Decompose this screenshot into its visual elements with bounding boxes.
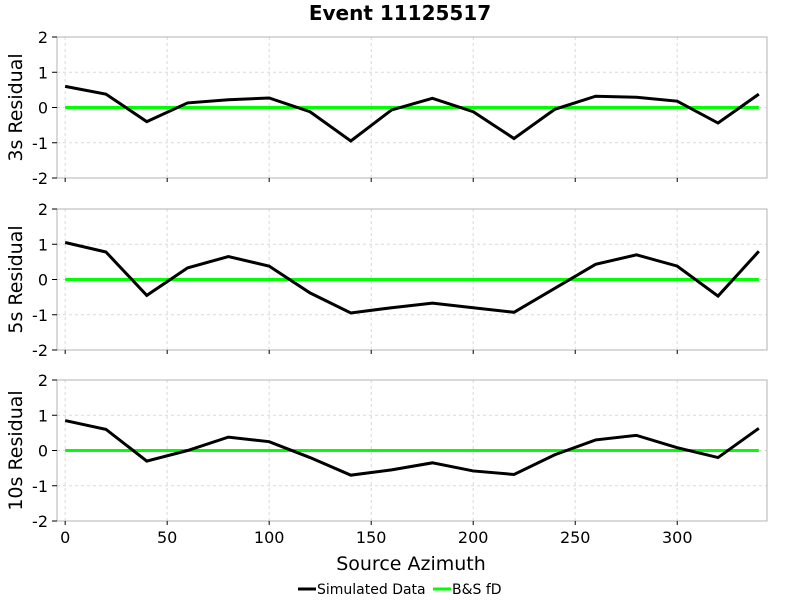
y-tick-label: -1 <box>32 134 48 153</box>
x-tick-label: 250 <box>560 528 591 547</box>
y-tick-label: 0 <box>38 99 48 118</box>
panel-2: -2 -1 0 1 2 5s Residual <box>5 200 768 360</box>
y-tick-label: 0 <box>38 271 48 290</box>
y-tick-label: -1 <box>32 306 48 325</box>
y-tick-label: 2 <box>38 28 48 47</box>
series-simulated-data <box>64 241 760 315</box>
series-simulated-data <box>64 419 760 477</box>
legend-label-simulated: Simulated Data <box>317 582 426 598</box>
y-tick-label: -2 <box>32 341 48 360</box>
y-axis-label: 3s Residual <box>5 53 27 161</box>
y-tick-label: -2 <box>32 169 48 188</box>
legend-label-model: B&S fD <box>452 582 502 598</box>
panel-1: -2 -1 0 1 2 3s Residual <box>5 28 768 188</box>
y-tick-label: 1 <box>38 235 48 254</box>
y-axis-label: 5s Residual <box>5 225 27 333</box>
x-axis-label: Source Azimuth <box>336 553 486 575</box>
y-tick-label: 2 <box>38 200 48 219</box>
legend: Simulated Data B&S fD <box>298 582 502 598</box>
y-axis-label: 10s Residual <box>5 390 27 510</box>
x-tick-label: 150 <box>356 528 387 547</box>
x-tick-label: 0 <box>60 528 70 547</box>
chart-title: Event 11125517 <box>309 1 491 25</box>
y-tick-label: 1 <box>38 63 48 82</box>
y-tick-label: 1 <box>38 406 48 425</box>
x-tick-label: 50 <box>157 528 177 547</box>
x-tick-label: 100 <box>254 528 285 547</box>
y-tick-label: 2 <box>38 371 48 390</box>
x-tick-label: 300 <box>662 528 693 547</box>
y-tick-label: -1 <box>32 477 48 496</box>
panel-3: -2 -1 0 1 2 10s Residual 0 50 100 150 200 250 300 <box>5 371 768 547</box>
y-tick-label: 0 <box>38 442 48 461</box>
y-tick-label: -2 <box>32 512 48 531</box>
series-simulated-data <box>64 84 760 143</box>
panels: -2 -1 0 1 2 3s Residual -2 -1 0 1 2 5s Residual -2 -1… <box>5 28 768 547</box>
x-tick-label: 200 <box>458 528 489 547</box>
